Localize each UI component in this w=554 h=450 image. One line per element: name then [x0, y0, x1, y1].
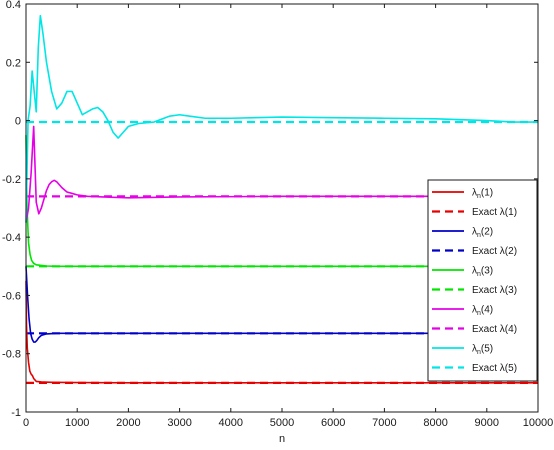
y-tick-label: -0.8	[2, 349, 21, 361]
legend-entry-label: Exact λ(3)	[472, 285, 517, 296]
y-tick-label: -0.2	[2, 174, 21, 186]
x-tick-label: 9000	[475, 417, 499, 429]
series-line-5	[25, 135, 538, 268]
x-tick-label: 10000	[523, 417, 554, 429]
y-tick-label: -0.4	[2, 232, 21, 244]
legend-entry-label: Exact λ(4)	[472, 324, 517, 335]
legend-entry-label: λn(3)	[472, 266, 493, 279]
x-tick-label: 8000	[423, 417, 447, 429]
x-tick-label: 2000	[116, 417, 140, 429]
y-tick-label: 0	[15, 116, 21, 128]
legend: λn(1) Exact λ(1) λn(2) Exact λ(2) λn(3) Exact…	[427, 179, 538, 382]
legend-entry-label: λn(1)	[472, 188, 493, 201]
legend-entry-label: Exact λ(2)	[472, 246, 517, 257]
x-axis: 0 1000 2000 3000 4000 5000 6000 7000 8000 9000 100…	[23, 4, 553, 429]
y-tick-label: -1	[11, 407, 21, 419]
x-tick-label: 1000	[65, 417, 89, 429]
series-line-7	[25, 125, 538, 223]
x-tick-label: 5000	[270, 417, 294, 429]
legend-entry-label: λn(2)	[472, 227, 493, 240]
x-axis-label: n	[279, 433, 285, 445]
y-axis: -1 -0.8 -0.6 -0.4 -0.2 0 0.2 0.4	[2, 0, 538, 419]
series-line-1	[25, 280, 538, 384]
legend-entry-label: Exact λ(5)	[472, 363, 517, 374]
y-tick-label: 0.4	[6, 0, 21, 11]
x-tick-label: 4000	[219, 417, 243, 429]
y-tick-label: 0.2	[6, 57, 21, 69]
series-line-3	[25, 266, 538, 343]
series-line-9	[25, 14, 538, 223]
x-tick-label: 3000	[167, 417, 191, 429]
plot-lines	[25, 14, 538, 384]
y-tick-label: -0.6	[2, 290, 21, 302]
legend-entry-label: λn(4)	[472, 305, 493, 318]
legend-entry-label: λn(5)	[472, 344, 493, 357]
x-tick-label: 6000	[321, 417, 345, 429]
x-tick-label: 7000	[372, 417, 396, 429]
x-tick-label: 0	[23, 417, 29, 429]
legend-entry-label: Exact λ(1)	[472, 207, 517, 218]
